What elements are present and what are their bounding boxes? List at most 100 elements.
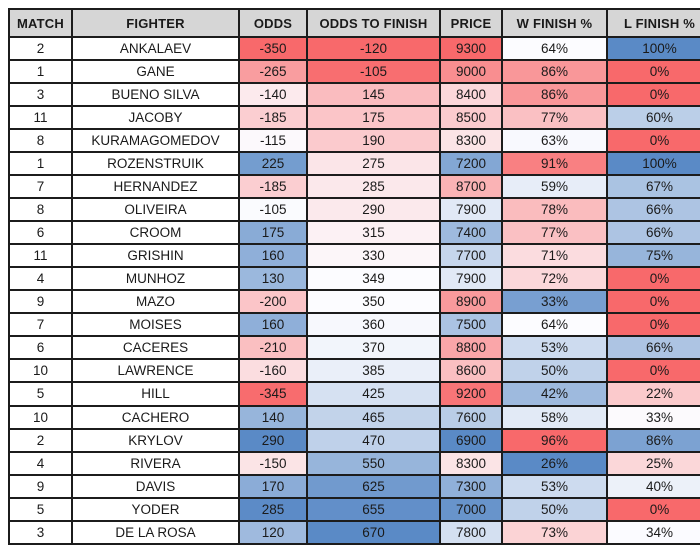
cell-price: 8600 [439,358,503,384]
cell-l_finish_pct: 0% [606,312,700,338]
cell-fighter: ROZENSTRUIK [71,151,240,177]
table-row: 2 KRYLOV 290 470 6900 96% 86% [8,427,700,453]
cell-odds_to_finish: 550 [306,450,441,476]
cell-odds: 285 [238,496,308,522]
cell-odds: 120 [238,519,308,546]
cell-odds_to_finish: 670 [306,519,441,546]
cell-odds: -160 [238,358,308,384]
cell-match: 2 [8,427,73,453]
cell-w_finish_pct: 58% [501,404,608,430]
cell-w_finish_pct: 26% [501,450,608,476]
cell-price: 7400 [439,220,503,246]
table-row: 9 DAVIS 170 625 7300 53% 40% [8,473,700,499]
cell-odds_to_finish: 385 [306,358,441,384]
cell-fighter: YODER [71,496,240,522]
cell-l_finish_pct: 0% [606,289,700,315]
cell-fighter: RIVERA [71,450,240,476]
cell-odds: 290 [238,427,308,453]
cell-odds: 225 [238,151,308,177]
table-row: 11 JACOBY -185 175 8500 77% 60% [8,105,700,131]
cell-fighter: ANKALAEV [71,35,240,62]
cell-odds: 170 [238,473,308,499]
cell-odds_to_finish: 425 [306,381,441,407]
cell-l_finish_pct: 25% [606,450,700,476]
cell-price: 9200 [439,381,503,407]
table-row: 10 CACHERO 140 465 7600 58% 33% [8,404,700,430]
cell-w_finish_pct: 63% [501,128,608,154]
cell-price: 9000 [439,59,503,85]
cell-fighter: DAVIS [71,473,240,499]
table-row: 11 GRISHIN 160 330 7700 71% 75% [8,243,700,269]
cell-match: 10 [8,358,73,384]
cell-w_finish_pct: 77% [501,220,608,246]
table-row: 5 YODER 285 655 7000 50% 0% [8,496,700,522]
cell-odds_to_finish: 350 [306,289,441,315]
table-row: 4 RIVERA -150 550 8300 26% 25% [8,450,700,476]
cell-odds: -115 [238,128,308,154]
cell-odds_to_finish: -120 [306,35,441,62]
table-row: 5 HILL -345 425 9200 42% 22% [8,381,700,407]
cell-fighter: CROOM [71,220,240,246]
column-header-l_finish_pct: L FINISH % [606,8,700,38]
cell-l_finish_pct: 0% [606,82,700,108]
cell-l_finish_pct: 100% [606,151,700,177]
cell-price: 8900 [439,289,503,315]
cell-w_finish_pct: 50% [501,358,608,384]
cell-match: 8 [8,128,73,154]
cell-fighter: JACOBY [71,105,240,131]
cell-match: 7 [8,312,73,338]
cell-fighter: DE LA ROSA [71,519,240,546]
cell-match: 4 [8,266,73,292]
cell-l_finish_pct: 86% [606,427,700,453]
table-row: 3 DE LA ROSA 120 670 7800 73% 34% [8,519,700,546]
cell-price: 8800 [439,335,503,361]
cell-odds_to_finish: 275 [306,151,441,177]
cell-fighter: HILL [71,381,240,407]
cell-price: 9300 [439,35,503,62]
cell-price: 7000 [439,496,503,522]
cell-l_finish_pct: 0% [606,496,700,522]
cell-l_finish_pct: 0% [606,358,700,384]
cell-odds_to_finish: 370 [306,335,441,361]
cell-odds_to_finish: 175 [306,105,441,131]
cell-odds_to_finish: 360 [306,312,441,338]
header-row: MATCH FIGHTER ODDS ODDS TO FINISH PRICE W FIN… [8,8,700,38]
cell-price: 7500 [439,312,503,338]
cell-w_finish_pct: 96% [501,427,608,453]
cell-fighter: GANE [71,59,240,85]
cell-odds: -185 [238,105,308,131]
cell-match: 11 [8,243,73,269]
cell-odds: -200 [238,289,308,315]
cell-price: 7900 [439,197,503,223]
fight-odds-table: MATCH FIGHTER ODDS ODDS TO FINISH PRICE W FIN… [8,8,700,546]
cell-w_finish_pct: 86% [501,59,608,85]
cell-w_finish_pct: 53% [501,473,608,499]
cell-odds: -140 [238,82,308,108]
cell-l_finish_pct: 0% [606,266,700,292]
cell-w_finish_pct: 86% [501,82,608,108]
cell-fighter: CACHERO [71,404,240,430]
cell-match: 3 [8,82,73,108]
cell-l_finish_pct: 33% [606,404,700,430]
cell-fighter: OLIVEIRA [71,197,240,223]
cell-price: 8700 [439,174,503,200]
cell-odds: -350 [238,35,308,62]
cell-l_finish_pct: 66% [606,335,700,361]
cell-match: 6 [8,335,73,361]
cell-w_finish_pct: 73% [501,519,608,546]
cell-odds_to_finish: 190 [306,128,441,154]
cell-price: 8400 [439,82,503,108]
cell-price: 8500 [439,105,503,131]
column-header-fighter: FIGHTER [71,8,240,38]
cell-match: 1 [8,151,73,177]
cell-fighter: MOISES [71,312,240,338]
cell-fighter: MAZO [71,289,240,315]
cell-w_finish_pct: 59% [501,174,608,200]
cell-match: 2 [8,35,73,62]
table-row: 4 MUNHOZ 130 349 7900 72% 0% [8,266,700,292]
cell-price: 6900 [439,427,503,453]
column-header-odds_to_finish: ODDS TO FINISH [306,8,441,38]
cell-match: 7 [8,174,73,200]
cell-w_finish_pct: 42% [501,381,608,407]
cell-price: 7300 [439,473,503,499]
